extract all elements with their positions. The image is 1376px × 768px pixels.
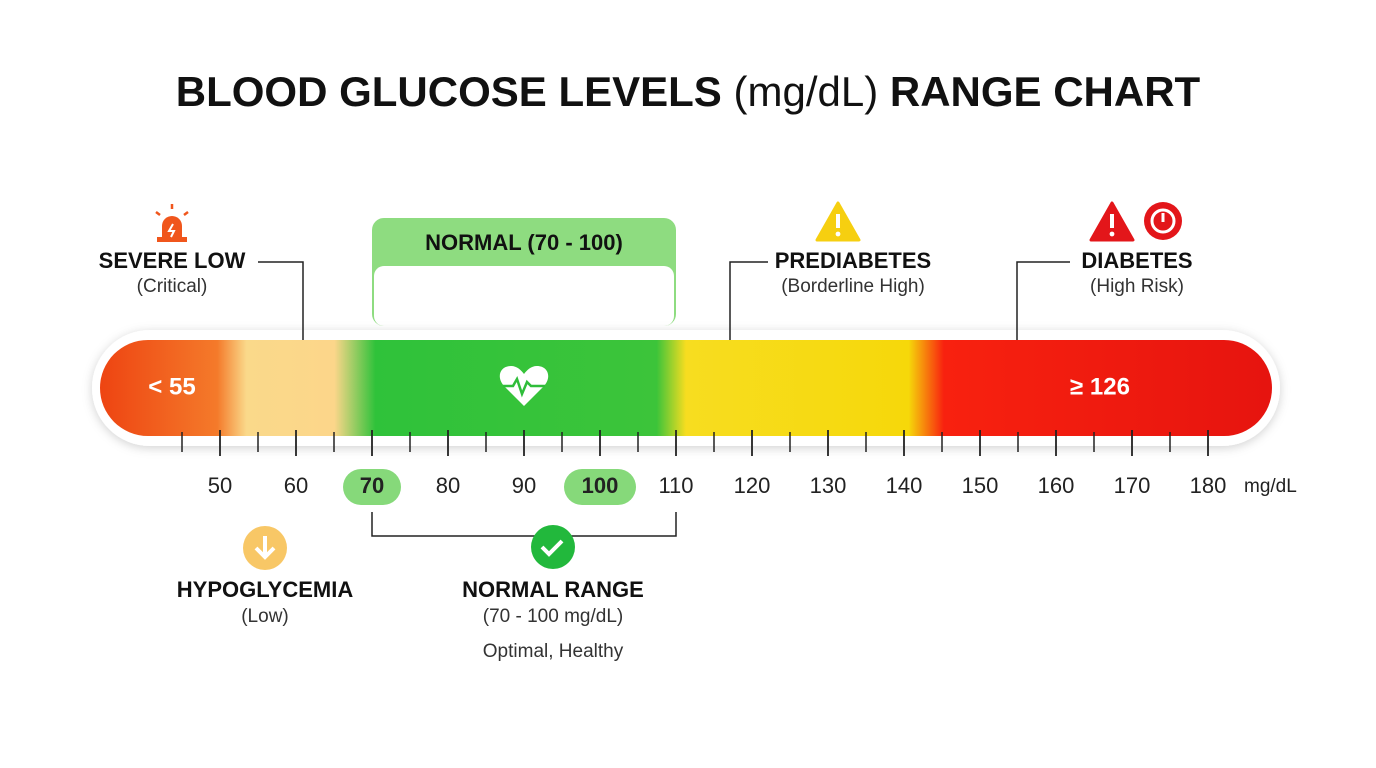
- diabetes-label: DIABETES: [1081, 248, 1192, 273]
- tick-label: 160: [1038, 473, 1075, 498]
- tick-highlight: [564, 469, 636, 505]
- siren-icon: [155, 204, 189, 242]
- hypoglycemia-label: HYPOGLYCEMIA: [177, 577, 354, 602]
- severe-low-label: SEVERE LOW: [99, 248, 246, 273]
- scale: 50 60 70 80 90 100 110 120 130 140 150 160 170 180: [181, 430, 1227, 505]
- normal-range-label: NORMAL RANGE: [462, 577, 644, 602]
- tick-label: 150: [962, 473, 999, 498]
- tick-label: 180: [1190, 473, 1227, 498]
- title: BLOOD GLUCOSE LEVELS (mg/dL) RANGE CHART: [176, 68, 1201, 115]
- tick-label: 140: [886, 473, 923, 498]
- tick-label: 100: [582, 473, 619, 498]
- low-label: < 55: [148, 373, 195, 400]
- normal-range-note: (70 - 100 mg/dL): [483, 606, 623, 627]
- prediabetes-label: PREDIABETES: [775, 248, 931, 273]
- normal-range-detail: Optimal, Healthy: [483, 641, 624, 662]
- tick-label: 70: [360, 473, 384, 498]
- bracket: [371, 512, 677, 537]
- leader: [258, 261, 304, 340]
- tick-label: 130: [810, 473, 847, 498]
- tick-label: 50: [208, 473, 232, 498]
- check-icon: [531, 525, 575, 569]
- tick-label: 110: [658, 473, 693, 498]
- unit-label: mg/dL: [1244, 476, 1297, 497]
- normal-box: NORMAL (70 - 100): [372, 218, 676, 326]
- down-icon: [243, 526, 287, 570]
- diabetes-note: (High Risk): [1090, 276, 1184, 297]
- danger-icon: [1089, 201, 1182, 242]
- leader: [1016, 261, 1070, 340]
- title-tail: RANGE CHART: [890, 68, 1201, 115]
- heart-icon: [499, 366, 549, 406]
- tick-label: 80: [436, 473, 460, 498]
- tick-label: 170: [1114, 473, 1151, 498]
- warning-icon: [815, 201, 861, 242]
- hypoglycemia-note: (Low): [241, 606, 289, 627]
- tick-label: 90: [512, 473, 536, 498]
- title-unit: (mg/dL): [734, 68, 879, 115]
- tick-highlight: [343, 469, 401, 505]
- leader: [729, 261, 768, 340]
- title-lead: BLOOD GLUCOSE LEVELS: [176, 68, 722, 115]
- tick-label: 60: [284, 473, 308, 498]
- glucose-bar: [100, 340, 1272, 436]
- prediabetes-note: (Borderline High): [781, 276, 925, 297]
- severe-low-note: (Critical): [137, 276, 208, 297]
- tick-label: 120: [734, 473, 771, 498]
- high-label: ≥ 126: [1070, 373, 1130, 400]
- normal-header: NORMAL (70 - 100): [425, 230, 623, 255]
